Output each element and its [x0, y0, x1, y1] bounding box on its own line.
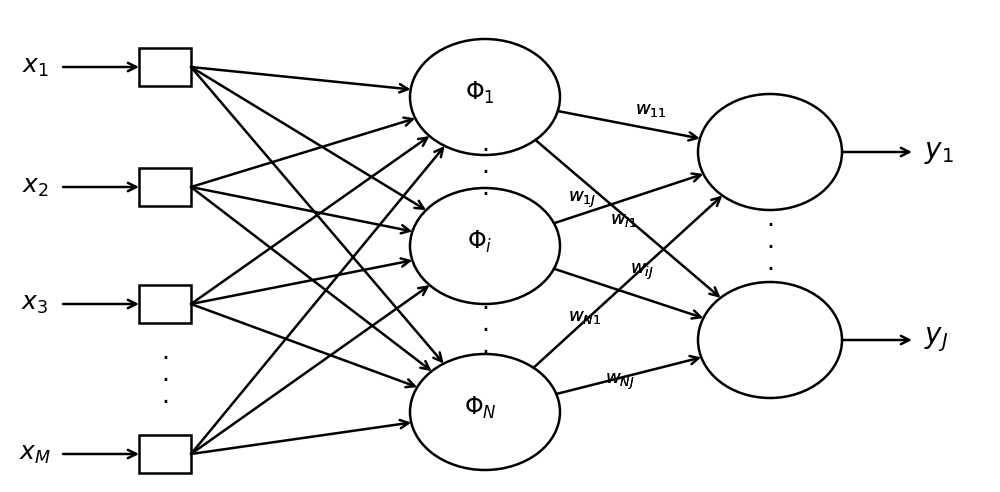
Text: $w_{11}$: $w_{11}$: [635, 101, 667, 119]
Text: $w_{N1}$: $w_{N1}$: [568, 308, 601, 326]
Text: $w_{iJ}$: $w_{iJ}$: [630, 262, 654, 282]
Text: $y_{1}$: $y_{1}$: [924, 139, 954, 165]
Text: $w_{i1}$: $w_{i1}$: [610, 211, 637, 229]
Ellipse shape: [410, 188, 560, 304]
Text: $x_{1}$: $x_{1}$: [22, 55, 48, 79]
Text: $w_{i1}$: $w_{i1}$: [610, 211, 637, 229]
Text: $\Phi_{1}$: $\Phi_{1}$: [465, 80, 495, 106]
Text: $x_{2}$: $x_{2}$: [22, 175, 48, 199]
FancyBboxPatch shape: [139, 48, 191, 86]
Text: $\Phi_{N}$: $\Phi_{N}$: [464, 395, 496, 421]
FancyBboxPatch shape: [139, 435, 191, 473]
Text: $\cdot$
$\cdot$
$\cdot$: $\cdot$ $\cdot$ $\cdot$: [161, 345, 169, 413]
Ellipse shape: [410, 354, 560, 470]
Text: $\cdot$
$\cdot$
$\cdot$: $\cdot$ $\cdot$ $\cdot$: [481, 137, 489, 205]
Text: $y_{J}$: $y_{J}$: [924, 326, 948, 354]
Text: $w_{1J}$: $w_{1J}$: [568, 190, 596, 210]
Text: $w_{11}$: $w_{11}$: [635, 101, 667, 119]
Ellipse shape: [698, 282, 842, 398]
Text: $x_{3}$: $x_{3}$: [21, 292, 49, 316]
Text: $\Phi_{i}$: $\Phi_{i}$: [467, 229, 493, 255]
Text: $w_{N1}$: $w_{N1}$: [568, 308, 601, 326]
Text: $w_{1J}$: $w_{1J}$: [568, 190, 596, 210]
Text: $\cdot$
$\cdot$
$\cdot$: $\cdot$ $\cdot$ $\cdot$: [481, 295, 489, 363]
Text: $\cdot$
$\cdot$
$\cdot$: $\cdot$ $\cdot$ $\cdot$: [766, 212, 774, 280]
Ellipse shape: [698, 94, 842, 210]
Ellipse shape: [410, 39, 560, 155]
Text: $w_{NJ}$: $w_{NJ}$: [605, 372, 635, 392]
FancyBboxPatch shape: [139, 168, 191, 206]
Text: $w_{NJ}$: $w_{NJ}$: [605, 372, 635, 392]
Text: $w_{iJ}$: $w_{iJ}$: [630, 262, 654, 282]
FancyBboxPatch shape: [139, 285, 191, 323]
Text: $x_{M}$: $x_{M}$: [19, 442, 51, 466]
